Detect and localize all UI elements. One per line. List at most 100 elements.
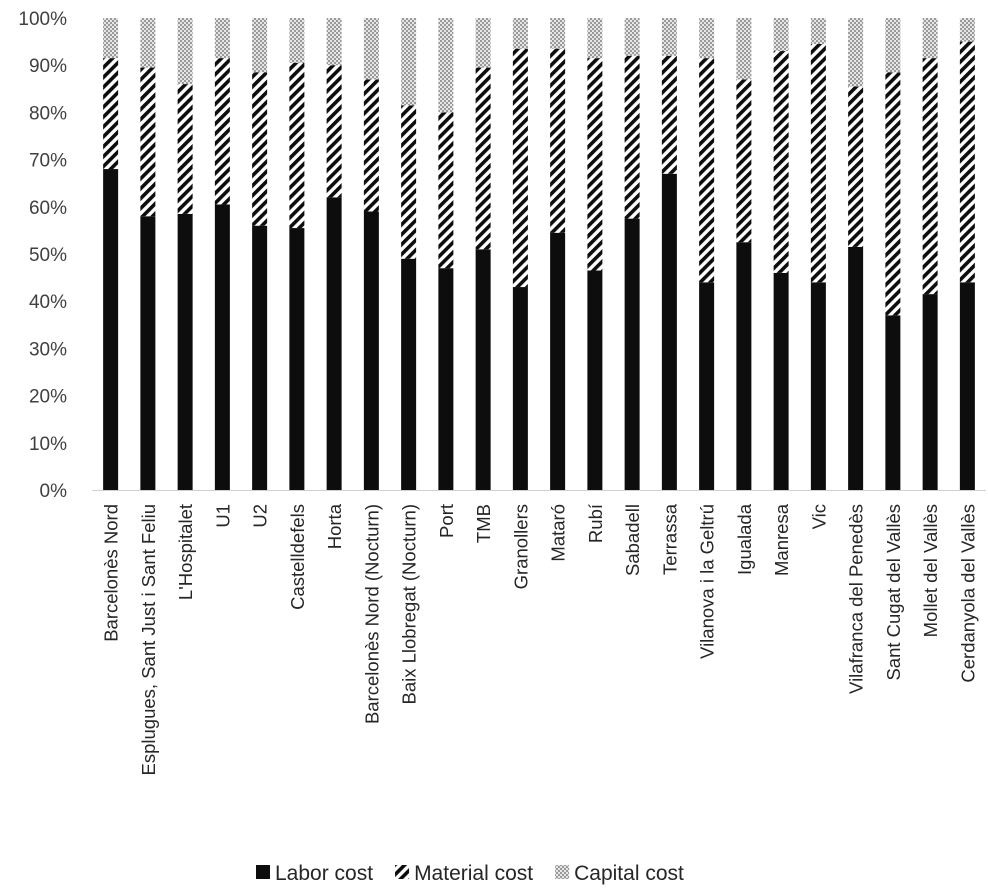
x-category-label: U1 xyxy=(212,504,233,528)
bar-segment-material-cost xyxy=(773,51,789,273)
x-category-label: Vilanova i la Geltrú xyxy=(697,504,718,659)
bar-segment-labor-cost xyxy=(922,294,938,490)
y-tick-label: 0% xyxy=(40,481,68,502)
bar-segment-material-cost xyxy=(140,67,156,217)
x-axis-category-labels: Barcelonès Nord Esplugues, Sant Just i Sa… xyxy=(101,503,979,775)
bar-segment-material-cost xyxy=(848,86,864,247)
bar-segment-material-cost xyxy=(587,58,603,271)
bar-stack xyxy=(177,18,193,490)
x-category-label: Baix Llobregat (Nocturn) xyxy=(399,504,420,705)
bar-segment-material-cost xyxy=(699,58,715,283)
bar-stack xyxy=(103,18,119,491)
bar-stack xyxy=(363,18,379,490)
bar-segment-capital-cost xyxy=(214,18,230,59)
bar-segment-capital-cost xyxy=(438,18,454,113)
legend-swatch xyxy=(256,865,270,879)
bar-segment-capital-cost xyxy=(661,18,677,56)
x-category-label: Igualada xyxy=(734,503,755,575)
bar-stack xyxy=(289,18,305,491)
bar-segment-capital-cost xyxy=(587,18,603,59)
bar-segment-capital-cost xyxy=(363,18,379,80)
bar-stack xyxy=(885,18,901,490)
y-tick-label: 90% xyxy=(29,56,67,77)
legend: Labor cost Material cost Capital cost xyxy=(256,862,684,885)
bar-segment-labor-cost xyxy=(363,211,379,490)
bar-stack xyxy=(959,18,975,490)
bar-segment-capital-cost xyxy=(773,18,789,52)
bar-segment-labor-cost xyxy=(587,270,603,490)
bar-segment-material-cost xyxy=(289,62,305,229)
bar-segment-material-cost xyxy=(326,65,342,198)
x-category-label: Granollers xyxy=(510,504,531,589)
legend-label: Labor cost xyxy=(275,862,373,885)
bar-segment-capital-cost xyxy=(699,18,715,59)
y-tick-label: 40% xyxy=(29,292,67,313)
y-axis-tick-labels: 0% 10% 20% 30% 40% 50% 60% 70% 80% 90% 100% xyxy=(18,9,67,502)
legend-swatch xyxy=(555,865,570,879)
bar-stack xyxy=(140,18,156,491)
bar-stack xyxy=(661,18,677,490)
bar-segment-labor-cost xyxy=(214,204,230,490)
x-category-label: TMB xyxy=(473,504,494,543)
bar-segment-labor-cost xyxy=(773,272,789,490)
legend-swatch xyxy=(395,865,410,879)
bar-segment-material-cost xyxy=(885,72,901,316)
x-category-label: U2 xyxy=(250,504,271,528)
bar-segment-labor-cost xyxy=(438,268,454,490)
bar-segment-labor-cost xyxy=(699,282,715,490)
legend-label: Material cost xyxy=(414,862,533,885)
x-category-label: Barcelonès Nord (Nocturn) xyxy=(361,504,382,724)
bar-segment-material-cost xyxy=(736,79,752,243)
x-category-label: Mataró xyxy=(548,504,569,562)
bar-segment-capital-cost xyxy=(289,18,305,63)
bar-stack xyxy=(922,18,938,490)
bar-stack xyxy=(438,18,454,490)
legend-item: Material cost xyxy=(395,862,533,885)
bar-segment-material-cost xyxy=(363,79,379,212)
x-category-label: L'Hospitalet xyxy=(175,504,196,600)
x-category-label: Port xyxy=(436,504,457,538)
bar-segment-capital-cost xyxy=(103,18,119,59)
bar-stack xyxy=(475,18,491,490)
bar-stack xyxy=(214,18,230,490)
bar-segment-material-cost xyxy=(810,43,826,283)
bar-segment-labor-cost xyxy=(736,242,752,490)
bar-stack xyxy=(736,18,752,490)
bar-stack xyxy=(252,18,268,490)
bar-segment-material-cost xyxy=(475,67,491,250)
bar-stacks xyxy=(103,18,975,491)
bar-stack xyxy=(848,18,864,490)
x-category-label: Sabadell xyxy=(622,504,643,576)
x-category-label: Terrassa xyxy=(659,503,680,575)
y-tick-label: 50% xyxy=(29,245,67,266)
bar-segment-capital-cost xyxy=(810,18,826,44)
bar-segment-capital-cost xyxy=(736,18,752,80)
y-tick-label: 10% xyxy=(29,434,67,455)
bar-segment-labor-cost xyxy=(848,246,864,490)
bar-segment-labor-cost xyxy=(326,197,342,491)
x-category-label: Vilafranca del Penedès xyxy=(846,504,867,694)
bar-segment-capital-cost xyxy=(885,18,901,73)
bar-segment-capital-cost xyxy=(140,18,156,68)
bar-segment-labor-cost xyxy=(103,169,119,491)
bar-segment-labor-cost xyxy=(810,282,826,490)
y-tick-label: 30% xyxy=(29,339,67,360)
bar-stack xyxy=(326,18,342,491)
y-tick-label: 70% xyxy=(29,151,67,172)
x-category-label: Castelldefels xyxy=(287,504,308,610)
bar-segment-capital-cost xyxy=(326,18,342,66)
x-category-label: Cerdanyola del Vallès xyxy=(957,504,978,683)
bar-segment-material-cost xyxy=(922,58,938,295)
legend-item: Capital cost xyxy=(555,862,684,885)
bar-segment-material-cost xyxy=(661,55,677,174)
bar-segment-labor-cost xyxy=(512,287,528,490)
bar-segment-capital-cost xyxy=(848,18,864,87)
x-category-label: Manresa xyxy=(771,503,792,576)
bar-stack xyxy=(699,18,715,490)
x-category-label: Rubí xyxy=(585,503,606,543)
bar-segment-capital-cost xyxy=(252,18,268,73)
x-category-label: Horta xyxy=(324,503,345,549)
bar-stack xyxy=(550,18,566,490)
bar-segment-material-cost xyxy=(512,48,528,288)
